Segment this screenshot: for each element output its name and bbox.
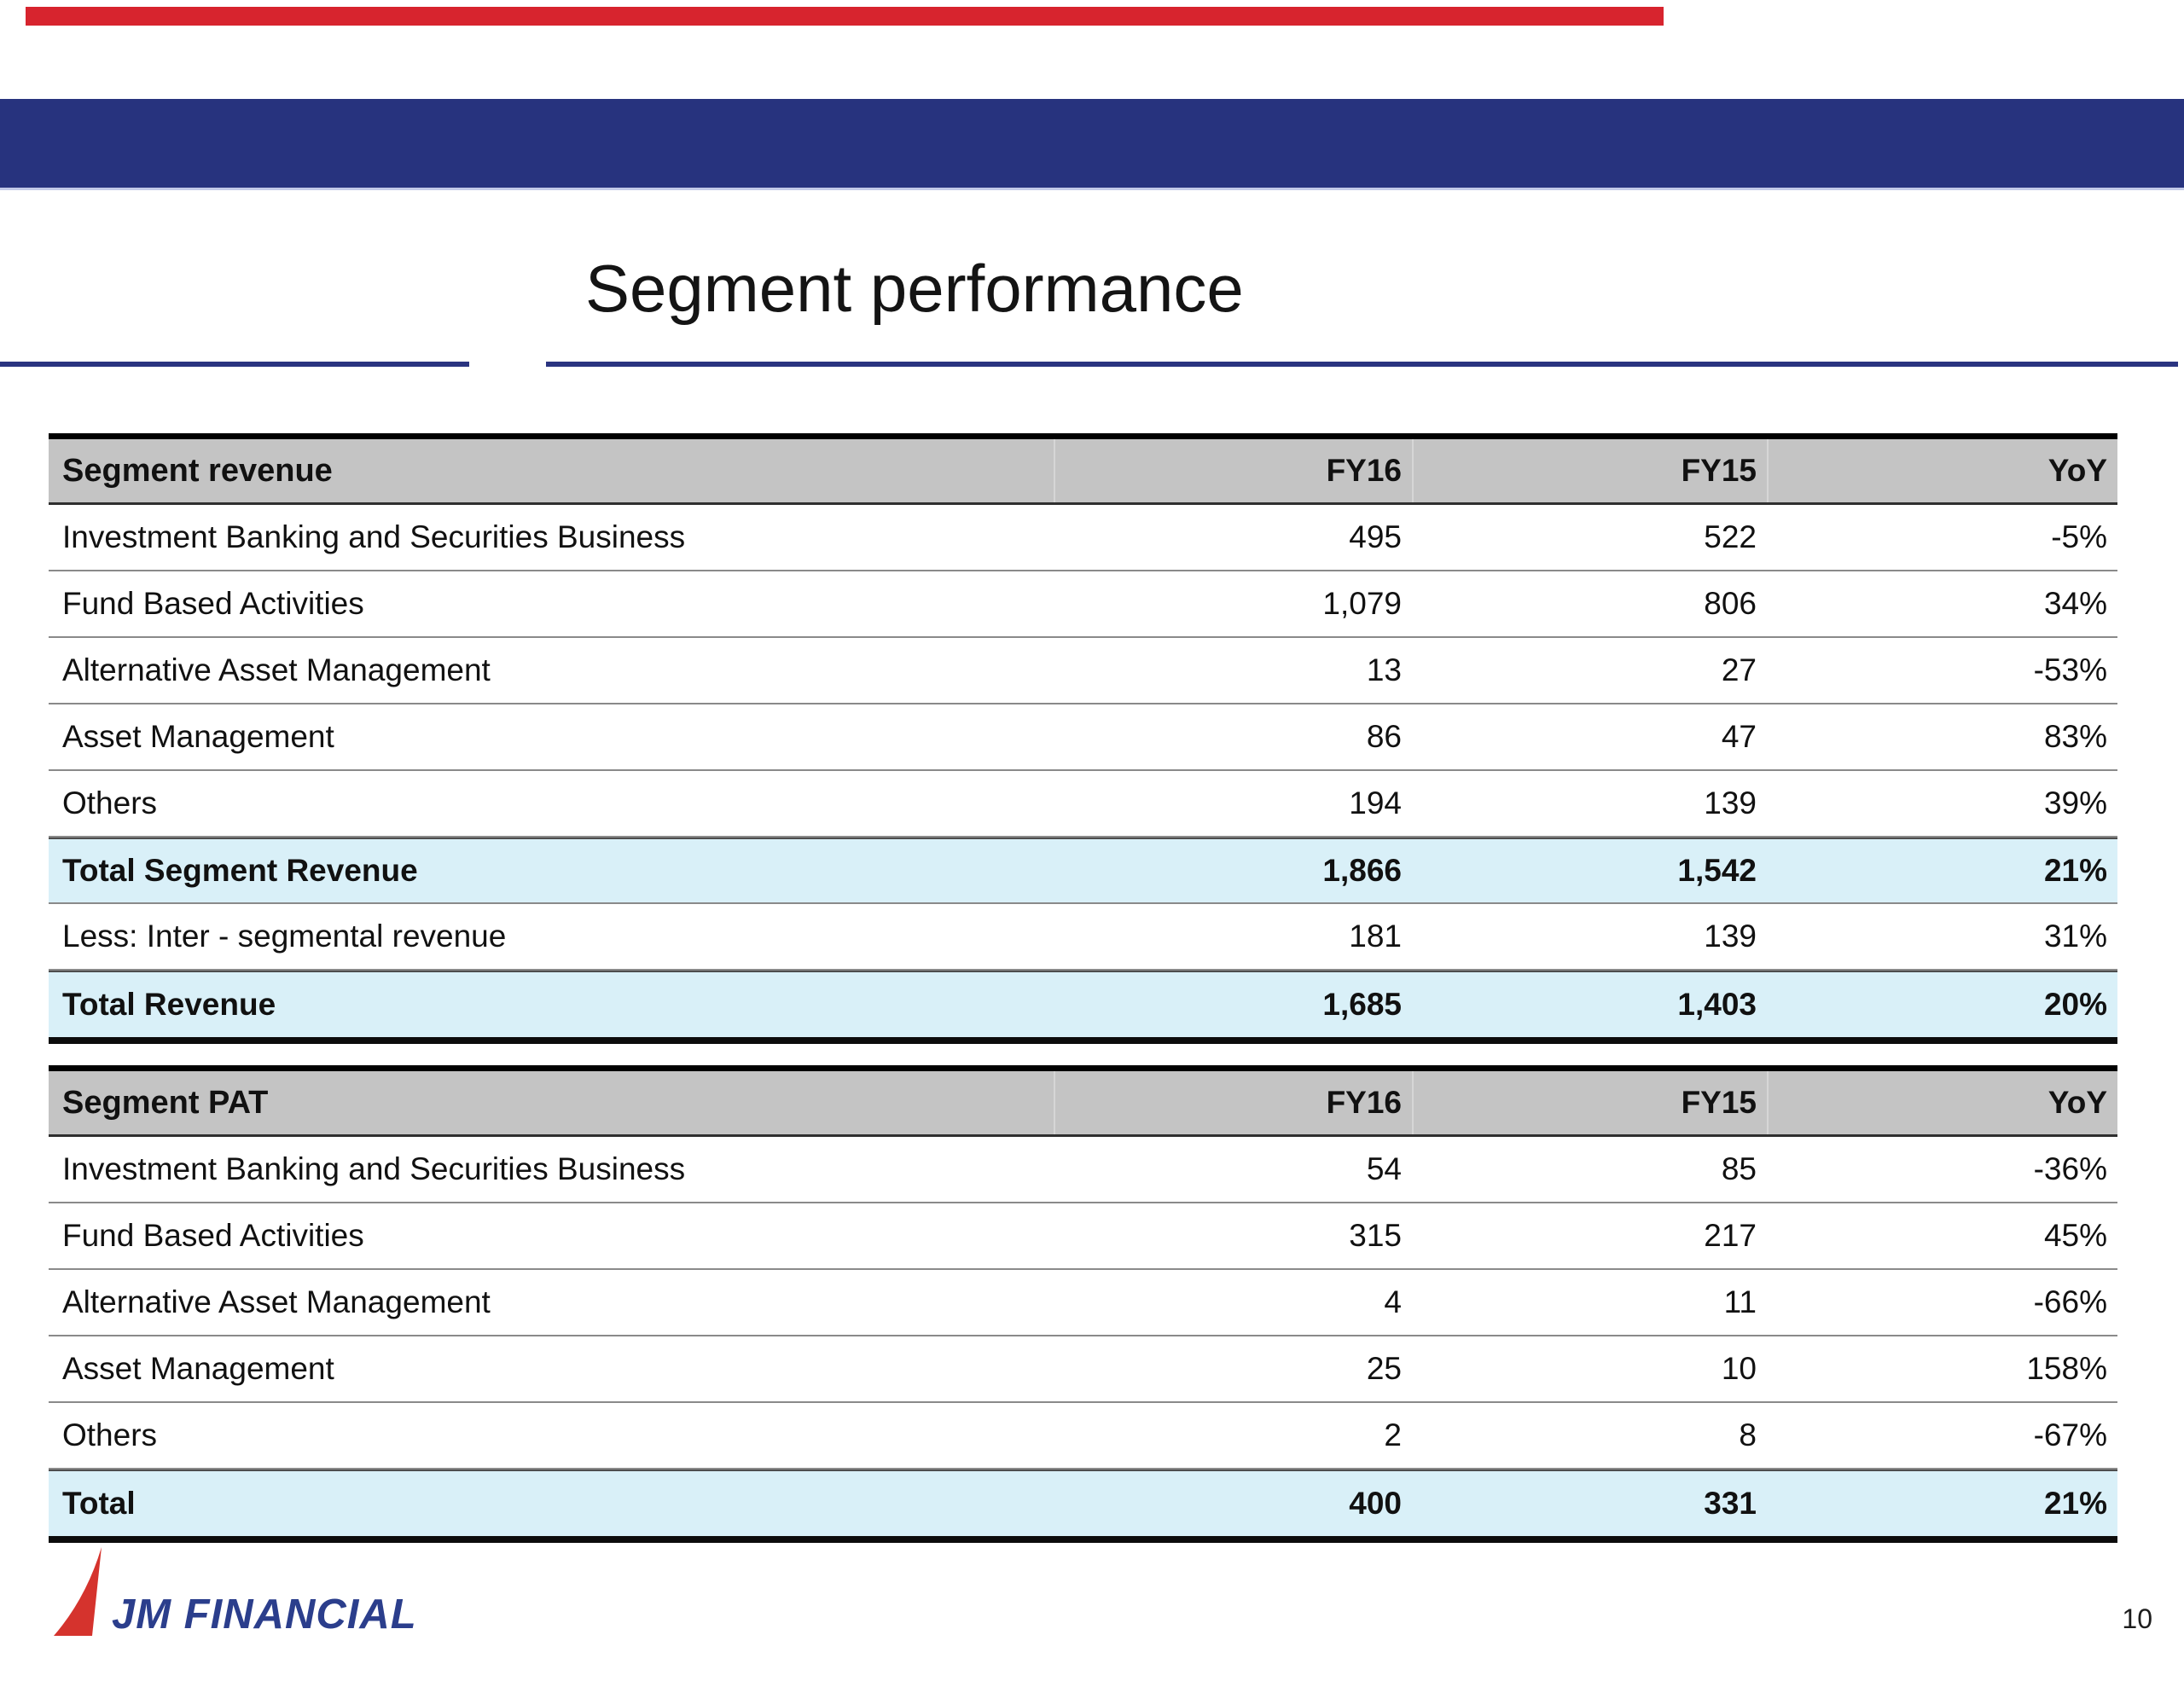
cell-fy16: 1,079 [1322,586,1402,621]
cell-fy15: 47 [1721,719,1757,754]
cell-fy15: 11 [1723,1284,1757,1319]
table-header-row: Segment PAT FY16 FY15 YoY [49,1071,2117,1137]
cell-fy15: 85 [1721,1151,1757,1186]
cell-yoy: -36% [2033,1151,2107,1186]
logo-sail-icon [54,1547,102,1636]
segment-revenue-table: Segment revenue FY16 FY15 YoY Investment Ban… [49,433,2117,1044]
cell-fy16: 181 [1349,919,1402,954]
column-header-fy15: FY15 [1412,1071,1767,1134]
cell-fy15: 522 [1704,519,1757,554]
title-divider-right [546,362,2178,367]
column-header-yoy: YoY [1767,439,2117,502]
page-number: 10 [2122,1603,2152,1634]
table-row: Total Revenue 1,685 1,403 20% [49,971,2117,1037]
row-label: Investment Banking and Securities Busine… [62,519,686,554]
cell-yoy: -67% [2033,1417,2107,1452]
cell-fy15: 139 [1704,786,1757,820]
cell-fy16: 25 [1366,1351,1402,1386]
table-row: Asset Management 86 47 83% [49,704,2117,771]
table-row: Alternative Asset Management 4 11 -66% [49,1270,2117,1336]
table-row: Asset Management 25 10 158% [49,1336,2117,1403]
row-label: Fund Based Activities [62,586,364,621]
row-label: Alternative Asset Management [62,652,491,687]
cell-yoy: 21% [2043,1486,2107,1521]
row-label: Total [62,1486,136,1521]
table-row: Fund Based Activities 315 217 45% [49,1203,2117,1270]
cell-fy15: 331 [1704,1486,1757,1521]
cell-fy15: 217 [1704,1218,1757,1253]
table-row: Less: Inter - segmental revenue 181 139 31% [49,904,2117,971]
segment-pat-table: Segment PAT FY16 FY15 YoY Investment Banking… [49,1065,2117,1543]
cell-fy16: 1,685 [1322,987,1402,1022]
cell-yoy: 31% [2043,919,2107,954]
cell-yoy: 39% [2043,786,2107,820]
cell-yoy: 45% [2043,1218,2107,1253]
red-accent-bar [26,7,1664,26]
column-header-fy16: FY16 [1054,439,1412,502]
cell-yoy: 34% [2043,586,2107,621]
row-label: Total Revenue [62,987,276,1022]
cell-fy16: 194 [1349,786,1402,820]
row-label: Alternative Asset Management [62,1284,491,1319]
title-divider-left [0,362,469,367]
cell-yoy: 21% [2043,853,2107,888]
cell-fy16: 54 [1366,1151,1402,1186]
table-title: Segment PAT [62,1084,269,1121]
cell-fy15: 8 [1739,1417,1757,1452]
table-row: Total Segment Revenue 1,866 1,542 21% [49,838,2117,904]
cell-yoy: 83% [2043,719,2107,754]
row-label: Total Segment Revenue [62,853,418,888]
column-header-fy16: FY16 [1054,1071,1412,1134]
cell-fy16: 315 [1349,1218,1402,1253]
table-row: Others 194 139 39% [49,771,2117,838]
cell-fy16: 4 [1384,1284,1402,1319]
cell-yoy: -53% [2033,652,2107,687]
cell-fy15: 139 [1704,919,1757,954]
cell-fy16: 13 [1366,652,1402,687]
navy-header-band [0,99,2184,190]
cell-yoy: 20% [2043,987,2107,1022]
row-label: Others [62,786,158,820]
column-header-yoy: YoY [1767,1071,2117,1134]
cell-yoy: 158% [2026,1351,2107,1386]
cell-fy15: 1,542 [1677,853,1757,888]
table-row: Investment Banking and Securities Busine… [49,1137,2117,1203]
cell-fy15: 27 [1721,652,1757,687]
cell-fy16: 2 [1384,1417,1402,1452]
table-row: Alternative Asset Management 13 27 -53% [49,638,2117,704]
logo-text: JM FINANCIAL [112,1591,417,1638]
row-label: Investment Banking and Securities Busine… [62,1151,686,1186]
cell-fy16: 495 [1349,519,1402,554]
page-title: Segment performance [585,251,1244,326]
cell-fy16: 400 [1349,1486,1402,1521]
table-row: Investment Banking and Securities Busine… [49,505,2117,571]
row-label: Less: Inter - segmental revenue [62,919,507,954]
row-label: Asset Management [62,719,334,754]
row-label: Others [62,1417,158,1452]
cell-yoy: -66% [2033,1284,2107,1319]
cell-yoy: -5% [2051,519,2107,554]
company-logo: JM FINANCIAL [52,1545,417,1638]
table-row: Fund Based Activities 1,079 806 34% [49,571,2117,638]
table-row: Total 400 331 21% [49,1470,2117,1536]
table-title: Segment revenue [62,452,333,489]
table-header-row: Segment revenue FY16 FY15 YoY [49,439,2117,505]
cell-fy15: 1,403 [1677,987,1757,1022]
column-header-fy15: FY15 [1412,439,1767,502]
row-label: Fund Based Activities [62,1218,364,1253]
cell-fy16: 86 [1366,719,1402,754]
row-label: Asset Management [62,1351,334,1386]
cell-fy16: 1,866 [1322,853,1402,888]
cell-fy15: 10 [1721,1351,1757,1386]
table-row: Others 2 8 -67% [49,1403,2117,1470]
cell-fy15: 806 [1704,586,1757,621]
